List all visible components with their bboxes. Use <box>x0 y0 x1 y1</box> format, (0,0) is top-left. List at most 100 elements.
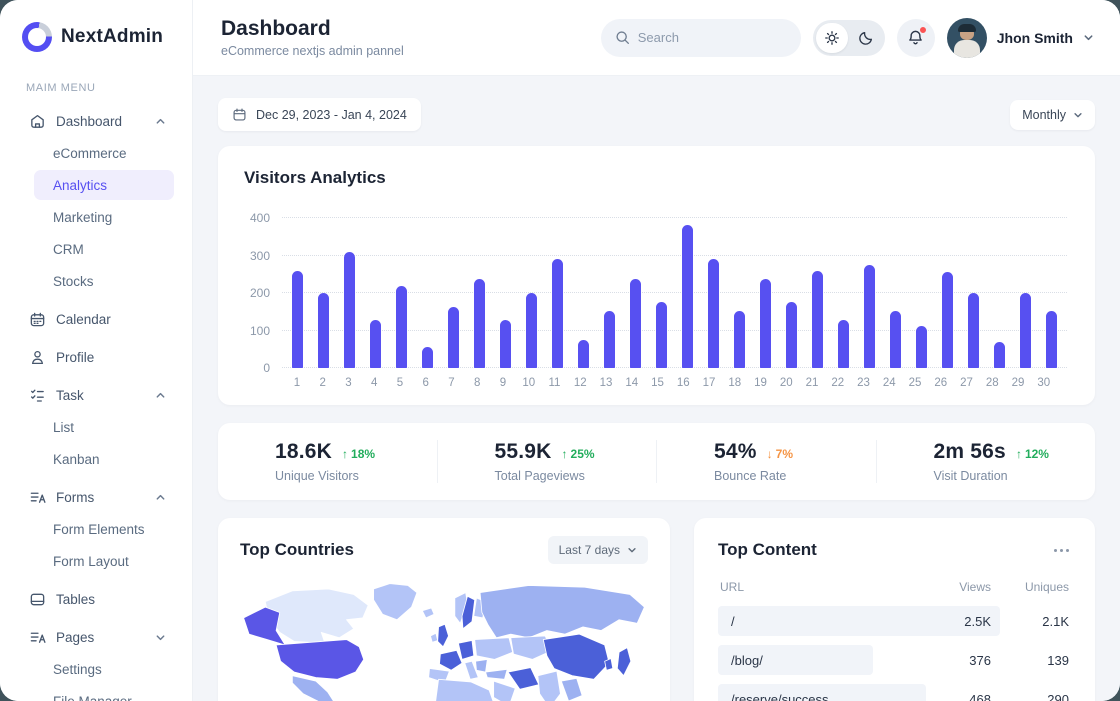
chart-bar-day-29[interactable] <box>1020 293 1032 368</box>
chart-bar-day-1[interactable] <box>291 271 303 368</box>
chart-bar-day-18[interactable] <box>734 311 746 368</box>
countries-period-select[interactable]: Last 7 days <box>547 536 648 564</box>
date-range-picker[interactable]: Dec 29, 2023 - Jan 4, 2024 <box>218 98 421 131</box>
sidebar-item-marketing[interactable]: Marketing <box>34 202 174 232</box>
chart-bars <box>290 218 1059 368</box>
notifications-button[interactable] <box>896 18 935 57</box>
chart-bar-day-20[interactable] <box>786 302 798 368</box>
toolbar: Dec 29, 2023 - Jan 4, 2024 Monthly <box>218 98 1095 131</box>
sidebar-item-label: Dashboard <box>56 113 123 129</box>
chart-bar-day-3[interactable] <box>343 252 355 368</box>
period-select[interactable]: Monthly <box>1010 99 1095 130</box>
sidebar-item-label: Tables <box>56 591 96 607</box>
chart-bar-day-11[interactable] <box>551 259 563 368</box>
chart-bar-day-9[interactable] <box>499 320 511 368</box>
chart-bar-day-6[interactable] <box>421 347 433 368</box>
table-row[interactable]: /blog/376 139 <box>718 645 1071 675</box>
sidebar-item-tables[interactable]: Tables <box>20 584 174 614</box>
table-row[interactable]: /reserve/success 468 290 <box>718 684 1071 701</box>
chart-bar-day-27[interactable] <box>968 293 980 368</box>
world-map[interactable] <box>240 580 648 701</box>
chart-bar-day-25[interactable] <box>916 326 928 368</box>
arrow-up-icon: ↑ <box>561 447 568 461</box>
cell-uniques: 290 <box>1047 691 1069 701</box>
chart-x-tick: 25 <box>908 377 922 389</box>
sidebar-item-dashboard[interactable]: Dashboard <box>20 106 174 136</box>
stat-total-pageviews: 55.9K ↑ 25% Total Pageviews <box>436 440 657 483</box>
chart-bar-day-13[interactable] <box>603 311 615 368</box>
stat-delta-value: 12% <box>1024 447 1049 461</box>
chart-bar-day-28[interactable] <box>994 342 1006 368</box>
chart-bar-day-21[interactable] <box>812 271 824 368</box>
stat-label: Visit Duration <box>933 469 1008 483</box>
user-menu[interactable]: Jhon Smith <box>946 17 1094 58</box>
chart-x-tick: 9 <box>499 377 507 389</box>
chart-bar-day-15[interactable] <box>655 302 667 368</box>
chart-y-tick: 200 <box>249 286 270 300</box>
stat-visit-duration: 2m 56s ↑ 12% Visit Duration <box>875 440 1096 483</box>
chart-bar-day-2[interactable] <box>317 293 329 368</box>
stat-bounce-rate: 54% ↓ 7% Bounce Rate <box>656 440 876 483</box>
more-options-icon[interactable] <box>1052 545 1071 556</box>
chart-bar-day-17[interactable] <box>708 259 719 368</box>
chart-bar-day-12[interactable] <box>577 340 589 368</box>
chart-bar-day-19[interactable] <box>760 279 772 368</box>
theme-toggle[interactable] <box>812 19 885 56</box>
search-box[interactable] <box>600 18 801 57</box>
sidebar-item-ecommerce[interactable]: eCommerce <box>34 138 174 168</box>
sidebar-item-settings[interactable]: Settings <box>34 654 174 684</box>
arrow-down-icon: ↓ <box>766 447 773 461</box>
chart-x-tick: 15 <box>651 377 664 389</box>
chevron-down-icon <box>628 548 636 553</box>
top-countries-title: Top Countries <box>240 540 354 559</box>
brand-logo[interactable]: NextAdmin <box>20 22 174 52</box>
cell-url: /reserve/success <box>731 691 829 701</box>
sidebar-item-stocks[interactable]: Stocks <box>34 266 174 296</box>
chart-bar-day-14[interactable] <box>629 279 641 368</box>
chart-bar-day-24[interactable] <box>890 311 902 368</box>
sidebar-item-list[interactable]: List <box>34 412 174 442</box>
chart-bar-day-5[interactable] <box>395 286 407 368</box>
chart-y-tick: 400 <box>249 211 270 225</box>
chart-bar-day-7[interactable] <box>447 307 459 368</box>
sidebar-item-analytics[interactable]: Analytics <box>34 170 174 200</box>
chart-x-tick: 16 <box>676 377 690 389</box>
sidebar-item-forms[interactable]: Forms <box>20 482 174 512</box>
sidebar-item-kanban[interactable]: Kanban <box>34 444 174 474</box>
stat-label: Bounce Rate <box>714 469 787 483</box>
sidebar-item-form-layout[interactable]: Form Layout <box>34 546 174 576</box>
sidebar-item-task[interactable]: Task <box>20 380 174 410</box>
chart-bar-day-26[interactable] <box>942 272 954 368</box>
sidebar-nav: Dashboard eCommerce Analytics Marketing CRM S… <box>20 106 174 701</box>
chart-bar-day-16[interactable] <box>681 225 693 368</box>
sidebar-item-form-elements[interactable]: Form Elements <box>34 514 174 544</box>
chart-bar-day-22[interactable] <box>838 320 850 368</box>
date-range-label: Dec 29, 2023 - Jan 4, 2024 <box>256 107 407 122</box>
chart-bar-day-4[interactable] <box>369 320 381 368</box>
chart-x-tick: 27 <box>960 377 973 389</box>
sidebar-item-pages[interactable]: Pages <box>20 622 174 652</box>
chart-bar-day-8[interactable] <box>473 279 485 368</box>
dark-mode-button[interactable] <box>850 23 882 53</box>
page-title: Dashboard <box>221 17 331 40</box>
sidebar-item-calendar[interactable]: Calendar <box>20 304 174 334</box>
chart-x-tick: 28 <box>985 377 999 389</box>
chart-x-tick: 10 <box>522 377 536 389</box>
sidebar-item-file-manager[interactable]: File Manager <box>34 686 174 701</box>
light-mode-button[interactable] <box>815 22 848 53</box>
search-input[interactable] <box>637 30 778 45</box>
table-icon <box>28 590 46 608</box>
notification-badge <box>918 25 927 34</box>
stat-delta-up: ↑ 25% <box>562 447 595 461</box>
table-row[interactable]: / 2.5K 2.1K <box>718 606 1071 636</box>
chart-x-tick: 3 <box>345 377 352 389</box>
chart-bar-day-30[interactable] <box>1046 311 1058 368</box>
chart-bar-day-23[interactable] <box>864 265 876 368</box>
period-label: Monthly <box>1022 107 1066 122</box>
sidebar-item-profile[interactable]: Profile <box>20 342 174 372</box>
brand-logo-icon <box>22 22 52 52</box>
sidebar-item-crm[interactable]: CRM <box>34 234 174 264</box>
cell-uniques: 139 <box>1047 652 1069 668</box>
chart-bar-day-10[interactable] <box>525 293 537 368</box>
